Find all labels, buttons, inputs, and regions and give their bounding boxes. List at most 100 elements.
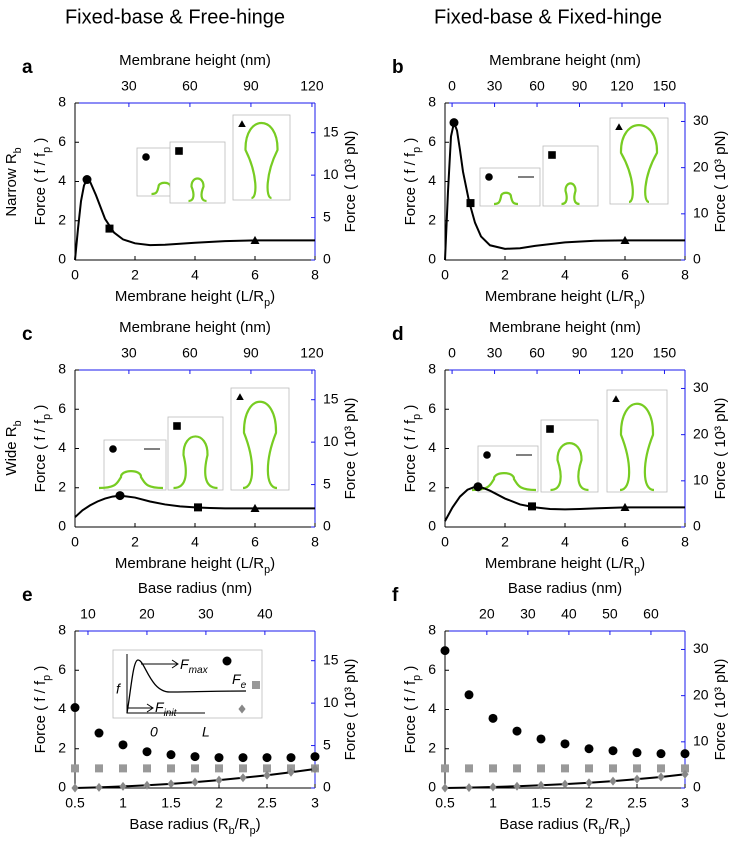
y2-axis-label: Force ( 10³ pN) (342, 131, 359, 233)
y-tick-label: 2 (58, 211, 66, 227)
y2-tick-label: 0 (693, 518, 701, 534)
y2-tick-label: 10 (693, 205, 709, 221)
x2-tick-label: 30 (121, 78, 137, 94)
x-tick-label: 4 (191, 267, 199, 283)
x2-tick-label: 30 (520, 606, 536, 622)
inset-box (606, 389, 668, 493)
y-tick-label: 2 (428, 211, 436, 227)
marker-square (528, 502, 536, 511)
x2-tick-label: 60 (529, 78, 545, 94)
marker-square (561, 764, 569, 773)
y2-tick-label: 15 (323, 123, 339, 139)
x2-tick-label: 40 (257, 606, 273, 622)
y2-tick-label: 0 (323, 779, 331, 795)
x-axis-label-part: /R (235, 816, 250, 833)
x2-tick-label: 0 (448, 345, 456, 361)
y-tick-label: 8 (428, 94, 436, 110)
inset-curve (126, 659, 247, 714)
x2-tick-label: 120 (300, 345, 324, 361)
y2-axis-label: Force ( 10³ pN) (712, 398, 729, 500)
marker-square (609, 764, 617, 773)
panel-label: a (22, 57, 33, 78)
y-axis-label-part: p (411, 414, 423, 420)
annotation-part: e (241, 680, 247, 691)
marker-diamond (513, 781, 521, 791)
y-axis-label-part: Force ( f / f (402, 419, 419, 492)
marker-diamond (263, 770, 271, 780)
marker-circle (632, 748, 642, 758)
marker-circle (166, 750, 176, 760)
x-tick-label: 1.5 (161, 795, 181, 811)
y-tick-label: 2 (428, 478, 436, 494)
y2-tick-label: 20 (693, 425, 709, 441)
y-tick-label: 4 (428, 172, 436, 188)
x2-tick-label: 120 (610, 345, 634, 361)
membrane-shape (561, 182, 580, 206)
marker-square (173, 422, 181, 430)
x-axis-label-part: p (264, 564, 270, 576)
y-tick-label: 6 (428, 400, 436, 416)
y-tick-label: 0 (58, 779, 66, 795)
column-title: Fixed-base & Fixed-hinge (434, 6, 662, 28)
y-tick-label: 4 (58, 700, 66, 716)
x-axis-label: Membrane height (L/Rp) (485, 555, 645, 576)
inset-box (609, 117, 669, 205)
y-tick-label: 8 (58, 361, 66, 377)
x2-tick-label: 90 (243, 78, 259, 94)
x-tick-label: 0.5 (435, 795, 455, 811)
y2-tick-label: 0 (323, 251, 331, 267)
x-tick-label: 0 (441, 534, 449, 550)
x2-tick-label: 20 (139, 606, 155, 622)
x-axis-label-part: p (264, 297, 270, 309)
marker-triangle (620, 235, 630, 244)
marker-triangle (615, 123, 623, 131)
marker-circle (82, 175, 92, 185)
x-tick-label: 1 (119, 795, 127, 811)
row-label: Wide Rb (3, 420, 24, 475)
marker-circle (109, 445, 117, 453)
marker-diamond (119, 781, 127, 791)
x-axis-label-part: p (620, 825, 626, 837)
annotation-part: F (180, 656, 190, 672)
marker-diamond (681, 769, 689, 779)
y-tick-label: 6 (58, 661, 66, 677)
membrane-shape (471, 472, 537, 492)
y2-tick-label: 10 (323, 694, 339, 710)
x2-tick-label: 10 (80, 606, 96, 622)
curve (74, 494, 315, 518)
y2-tick-label: 0 (693, 251, 701, 267)
x-axis-label-part: ) (640, 288, 645, 305)
marker-circle (70, 703, 80, 713)
y2-axis-label: Force ( 10³ pN) (342, 398, 359, 500)
annotation-part: max (189, 665, 209, 676)
marker-square (513, 764, 521, 773)
marker-diamond (465, 783, 473, 793)
y2-axis-label: Force ( 10³ pN) (712, 131, 729, 233)
marker-circle (656, 749, 666, 759)
x2-axis-label: Membrane height (nm) (489, 319, 641, 336)
marker-circle (222, 656, 232, 666)
y-axis-label: Force ( f / fp ) (402, 138, 423, 226)
x2-tick-label: 150 (653, 345, 677, 361)
x-axis-label-part: p (250, 825, 256, 837)
marker-circle (464, 690, 474, 700)
x-tick-label: 8 (311, 534, 319, 550)
marker-square (548, 151, 556, 159)
marker-circle (473, 482, 483, 492)
marker-circle (118, 740, 128, 750)
y-tick-label: 2 (428, 739, 436, 755)
y-axis-label-part: p (41, 147, 53, 153)
marker-square (105, 224, 114, 233)
x2-axis-label: Membrane height (nm) (489, 52, 641, 69)
y2-tick-label: 15 (323, 651, 339, 667)
annotation: f (116, 681, 122, 697)
x-axis-label-part: p (634, 564, 640, 576)
x-tick-label: 0 (71, 534, 79, 550)
x-tick-label: 6 (251, 267, 259, 283)
marker-triangle (250, 503, 260, 512)
y2-tick-label: 20 (693, 686, 709, 702)
x-axis-label-part: Membrane height (L/R (115, 555, 264, 572)
x-axis-label-part: Membrane height (L/R (115, 288, 264, 305)
y-axis-label: Force ( f / fp ) (32, 666, 53, 754)
annotation-part: F (155, 699, 165, 715)
